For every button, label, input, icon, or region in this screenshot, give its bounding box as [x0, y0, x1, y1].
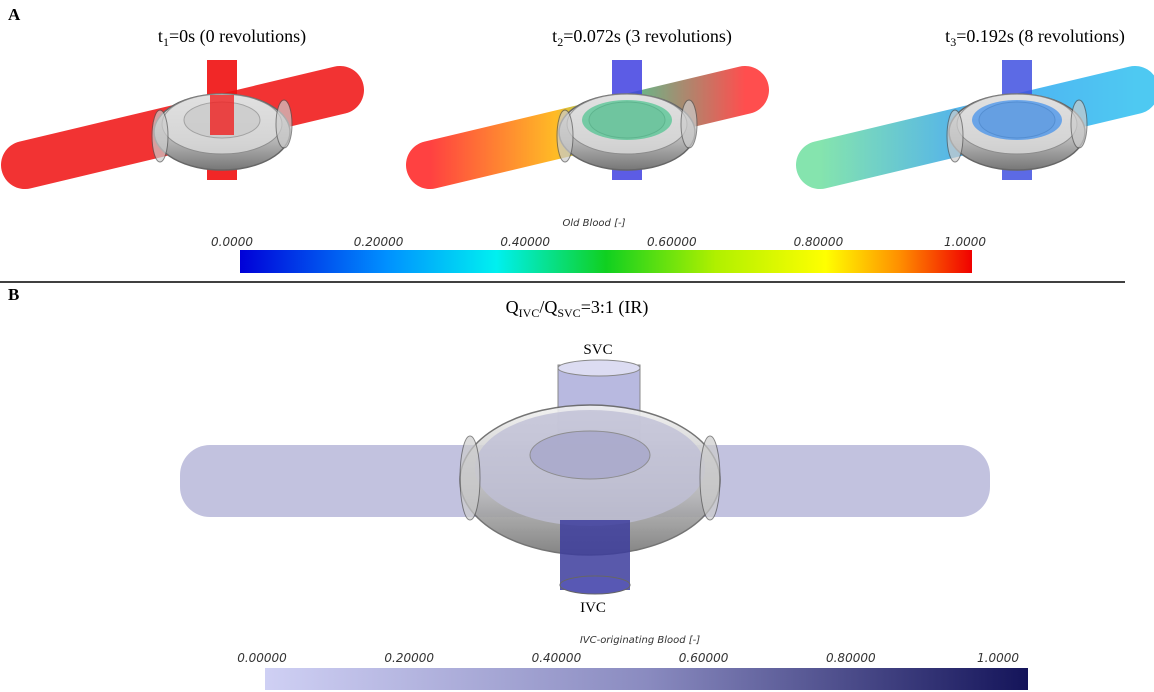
panel-label: B	[8, 285, 19, 304]
snapshot-title: t2=0.072s (3 revolutions)	[552, 26, 732, 49]
colorbar-tick-label: 0.00000	[237, 651, 287, 665]
render-1	[25, 60, 340, 180]
colorbar-tick-label: 0.40000	[532, 651, 582, 665]
colorbar-tick-label: 0.40000	[500, 235, 550, 249]
render-2	[430, 60, 745, 180]
snapshot-title: t1=0s (0 revolutions)	[158, 26, 306, 49]
colorbar-tick-label: 0.20000	[384, 651, 434, 665]
colorbar	[240, 250, 972, 273]
panel-title: QIVC/QSVC=3:1 (IR)	[506, 297, 649, 320]
figure: A t1=0s (0 revolutions) t2=0.072s (3 revo…	[0, 0, 1154, 692]
inlet-label: SVC	[583, 342, 612, 358]
colorbar-tick-label: 0.80000	[826, 651, 876, 665]
colorbar-tick-label: 0.20000	[354, 235, 404, 249]
outlet-label: IVC	[580, 600, 606, 616]
colorbar-tick-label: 1.0000	[977, 651, 1019, 665]
colorbar-title: IVC-originating Blood [-]	[580, 635, 700, 646]
colorbar-tick-label: 0.80000	[794, 235, 844, 249]
colorbar-tick-label: 1.0000	[944, 235, 986, 249]
colorbar-tick-label: 0.60000	[679, 651, 729, 665]
title-rest: =0.192s (8 revolutions)	[956, 26, 1125, 47]
colorbar-title: Old Blood [-]	[563, 218, 626, 229]
colorbar-tick-label: 0.0000	[211, 235, 253, 249]
render-3	[820, 60, 1135, 180]
render-b	[180, 360, 990, 594]
colorbar-tick-label: 0.60000	[647, 235, 697, 249]
title-rest: =0.072s (3 revolutions)	[563, 26, 732, 47]
panel-label: A	[8, 5, 21, 24]
colorbar	[265, 668, 1028, 690]
snapshot-title: t3=0.192s (8 revolutions)	[945, 26, 1125, 49]
title-rest: =0s (0 revolutions)	[169, 26, 306, 47]
